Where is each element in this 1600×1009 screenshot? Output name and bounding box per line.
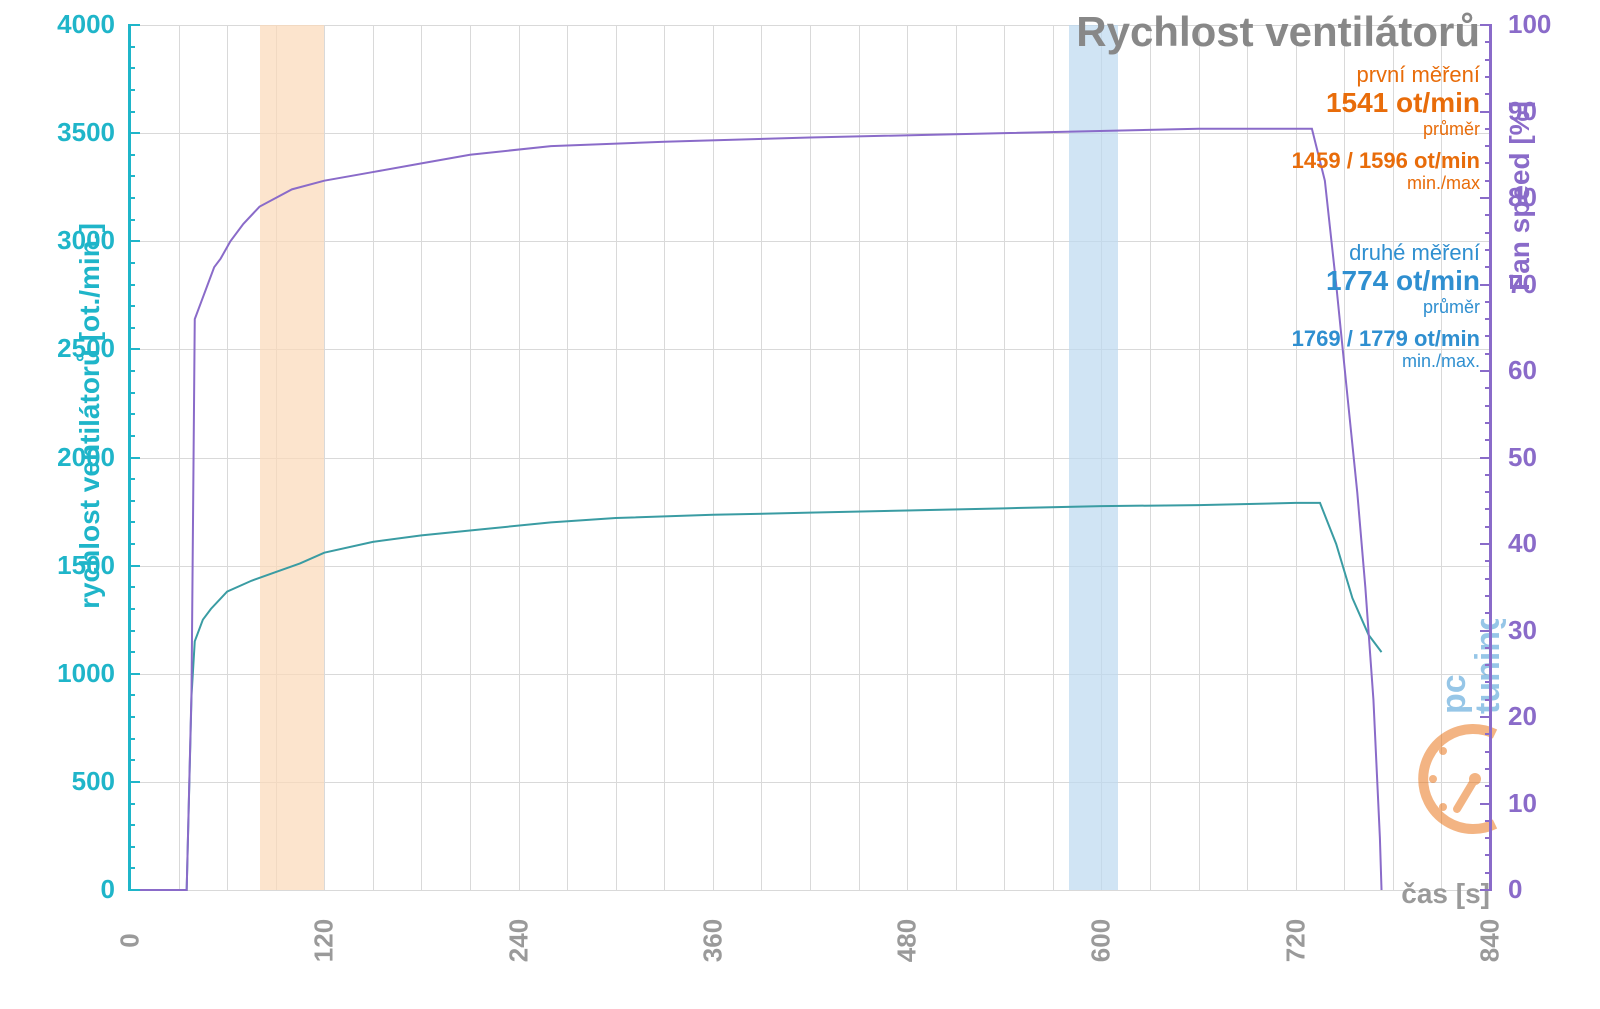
gridline-h: [130, 890, 1490, 891]
y2-tick-label: 0: [1508, 874, 1522, 905]
m1-value: 1541 ot/min: [1292, 87, 1480, 119]
y1-tick-label: 500: [55, 766, 115, 797]
measurement-2-annotation: druhé měření 1774 ot/min průměr 1769 / 1…: [1292, 240, 1480, 372]
y2-tick-label: 50: [1508, 442, 1537, 473]
x-tick-label: 360: [697, 911, 728, 971]
y1-tick-label: 4000: [55, 9, 115, 40]
x-tick-label: 120: [309, 911, 340, 971]
y2-tick-label: 70: [1508, 269, 1537, 300]
x-tick-label: 0: [115, 911, 146, 971]
x-tick-label: 840: [1475, 911, 1506, 971]
measurement-1-annotation: první měření 1541 ot/min průměr 1459 / 1…: [1292, 62, 1480, 194]
y1-axis-spine: [128, 25, 131, 890]
fan-speed-chart: Rychlost ventilátorů rychlost ventilátor…: [0, 0, 1600, 1009]
svg-text:pc: pc: [1435, 674, 1473, 714]
y1-tick-label: 1000: [55, 658, 115, 689]
y2-tick-label: 10: [1508, 788, 1537, 819]
y2-tick-label: 60: [1508, 355, 1537, 386]
pctuning-watermark: pc tuning: [1400, 619, 1550, 939]
y1-tick-label: 3500: [55, 117, 115, 148]
m1-minmax: 1459 / 1596 ot/min: [1292, 148, 1480, 173]
chart-title: Rychlost ventilátorů: [1076, 8, 1480, 56]
y1-tick-label: 2500: [55, 333, 115, 364]
y1-tick-label: 3000: [55, 225, 115, 256]
y1-tick-label: 0: [55, 874, 115, 905]
y1-tick-label: 1500: [55, 550, 115, 581]
m1-sub: průměr: [1292, 119, 1480, 140]
m2-minmax: 1769 / 1779 ot/min: [1292, 326, 1480, 351]
series-lines: [130, 25, 1490, 890]
y2-tick-label: 100: [1508, 9, 1551, 40]
y2-axis-spine: [1489, 25, 1492, 890]
y2-tick-label: 90: [1508, 96, 1537, 127]
m1-minmax-sub: min./max: [1292, 173, 1480, 194]
series-rpm: [130, 503, 1382, 890]
x-tick-label: 720: [1280, 911, 1311, 971]
x-tick-label: 600: [1086, 911, 1117, 971]
m2-minmax-sub: min./max.: [1292, 351, 1480, 372]
m2-sub: průměr: [1292, 297, 1480, 318]
m2-label: druhé měření: [1292, 240, 1480, 265]
series-fan_percent: [130, 129, 1382, 890]
y2-tick-label: 20: [1508, 701, 1537, 732]
x-tick-label: 240: [503, 911, 534, 971]
m1-label: první měření: [1292, 62, 1480, 87]
y2-tick-label: 80: [1508, 182, 1537, 213]
y1-tick-label: 2000: [55, 442, 115, 473]
x-tick-label: 480: [892, 911, 923, 971]
plot-area: [130, 25, 1490, 890]
y2-tick-label: 40: [1508, 528, 1537, 559]
m2-value: 1774 ot/min: [1292, 265, 1480, 297]
y2-tick-label: 30: [1508, 615, 1537, 646]
